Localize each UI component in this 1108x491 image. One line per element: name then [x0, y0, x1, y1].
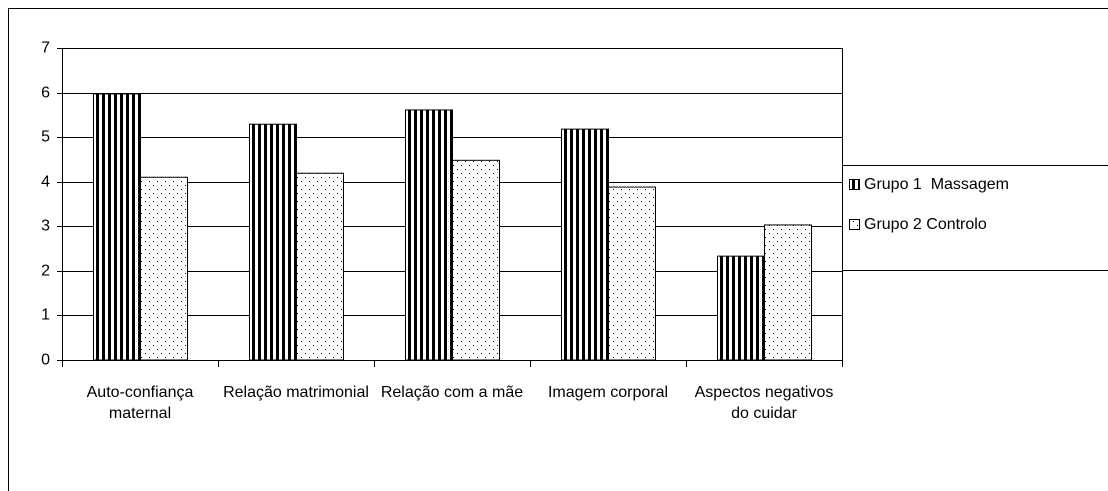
y-tick-label: 1: [41, 307, 50, 324]
chart-border: [8, 8, 1108, 491]
legend-box: [842, 165, 1108, 271]
y-tick-label: 4: [41, 174, 50, 191]
y-tick-label: 5: [41, 129, 50, 146]
bar: [764, 224, 812, 361]
x-tick-label: Relação matrimonial: [223, 384, 369, 401]
bar: [405, 109, 453, 361]
bar: [608, 186, 656, 361]
x-tick-label: Aspectos negativos do cuidar: [694, 384, 834, 422]
y-tick-label: 7: [41, 40, 50, 57]
x-tick-label: Auto-confiança maternal: [86, 384, 194, 422]
y-tick-label: 0: [41, 352, 50, 369]
bar: [140, 176, 188, 361]
y-tick-label: 3: [41, 218, 50, 235]
bar: [93, 93, 141, 361]
bar: [296, 172, 344, 361]
legend-label: Grupo 1 Massagem: [864, 176, 1009, 193]
bar: [452, 159, 500, 361]
bar: [249, 123, 297, 361]
x-tick-label: Relação com a mãe: [380, 384, 524, 401]
bar: [717, 255, 765, 361]
legend-label: Grupo 2 Controlo: [864, 216, 987, 233]
legend-swatch: [849, 219, 860, 230]
legend-swatch: [849, 179, 860, 190]
y-tick-label: 6: [41, 85, 50, 102]
x-tick-label: Imagem corporal: [547, 384, 669, 401]
y-tick-label: 2: [41, 263, 50, 280]
bar: [561, 128, 609, 361]
